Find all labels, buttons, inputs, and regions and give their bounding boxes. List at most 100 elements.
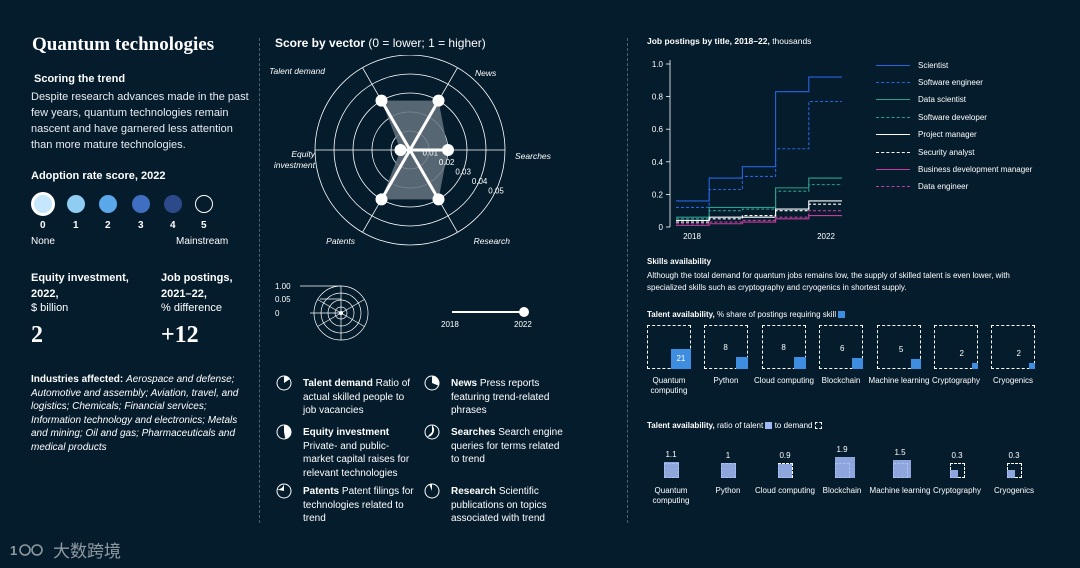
definition-term: Research [451,486,497,497]
ratio-value: 1.5 [894,447,906,457]
talent-share-title: Talent availability, [647,310,715,319]
ratio-value: 1.9 [836,445,848,455]
share-value: 2 [959,348,964,358]
radar-value-line [408,149,440,201]
legend-item: Software engineer [876,75,983,89]
legend-swatch [876,134,910,136]
ratio-value: 1 [725,451,731,460]
adoption-dot [99,195,117,213]
year-slider-handle[interactable] [519,307,529,317]
share-box-outline [991,325,1035,369]
ratio-value: 1.1 [665,450,677,460]
talent-fill [663,462,680,478]
radar-axis-label: Talent demand [270,66,325,76]
legend-swatch [876,186,910,188]
line-series [676,76,842,202]
definition-text: Research Scientific publications on topi… [451,485,569,526]
mini-scale-label: 0.05 [275,295,291,304]
vector-pie-icon [424,375,440,391]
definition-term: Equity investment [303,427,390,438]
talent-key-icon [765,422,773,430]
legend-label: Data scientist [918,95,967,105]
jobs-heading: Job postings, 2021–22, [161,272,233,300]
talent-fill [949,469,958,478]
legend-label: Project manager [918,130,977,140]
radar-value-point [432,94,445,107]
legend-item: Security analyst [876,145,974,159]
skill-label: Python [713,376,739,385]
share-value: 5 [898,345,904,355]
adoption-label: 3 [138,220,144,231]
vector-pie-icon [276,483,292,499]
talent-ratio-title: Talent availability, [647,421,715,430]
adoption-dot [164,195,182,213]
talent-ratio-note: ratio of talent [716,421,764,430]
share-box-fill [1028,362,1035,369]
equity-value: 2 [31,322,43,348]
skill-label: Quantum computing [652,486,690,505]
share-box-outline [934,325,978,369]
share-value: 21 [676,353,686,363]
ratio-value: 0.3 [951,451,963,460]
watermark-text: 大数跨境 [53,542,121,561]
skills-heading: Skills availability [647,257,712,266]
radar-value-line [408,99,440,151]
y-tick-label: 0.6 [652,125,664,134]
jobs-unit: % difference [161,302,222,314]
vector-heading: Score by vector (0 = lower; 1 = higher) [275,36,486,50]
skill-label: Cryogenics [993,486,1034,495]
share-box-outline [877,325,921,369]
demand-key-icon [814,422,822,430]
y-tick-label: 1.0 [652,60,664,69]
skill-label: Python [715,486,741,495]
radar-value-point [394,144,407,156]
watermark-logo-icon: 1 [10,543,43,558]
skill-label: Machine learning [869,486,931,495]
talent-share-key-icon [838,311,846,319]
share-value: 2 [1016,348,1021,358]
legend-item: Scientist [876,58,948,72]
radar-axis-label: Equity [291,149,315,159]
watermark: 1 大数跨境 [10,537,121,562]
industries: Industries affected: Aerospace and defen… [31,373,246,454]
adoption-dot [31,192,55,216]
y-tick-label: 0.4 [652,158,664,167]
legend-label: Software engineer [918,77,983,87]
x-tick-label: 2022 [817,232,835,241]
share-box-outline [704,325,748,369]
legend-item: Data scientist [876,93,966,107]
adoption-dot [132,195,150,213]
share-box-fill [911,359,921,369]
adoption-none: None [31,236,55,247]
radar-value-point [432,193,445,206]
radar-ring-label: 0.01 [422,149,438,158]
share-box-fill [793,356,806,369]
legend-swatch [876,151,910,153]
slider-start-label: 2018 [441,320,459,329]
legend-item: Project manager [876,128,977,142]
legend-swatch [876,116,910,118]
skill-label: Cryptography [932,486,982,495]
adoption-heading: Adoption rate score, 2022 [31,170,166,182]
scoring-text: Despite research advances made in the pa… [31,91,249,151]
legend-label: Business development manager [918,164,1033,174]
industries-label: Industries affected: [31,374,124,385]
adoption-label: 4 [170,220,176,231]
x-tick-label: 2018 [683,232,701,241]
radar-value-line [380,99,412,151]
skill-label: Cryptography [931,376,981,385]
definition-term: Searches [451,427,496,438]
radar-axis-label: Searches [515,151,552,161]
year-slider-track[interactable] [452,311,524,313]
talent-fill [720,463,736,478]
mini-scale-label: 1.00 [275,282,291,291]
job-postings-chart: Job postings by title, 2018–22, thousand… [647,36,842,241]
definition-desc: Patent filings for technologies related … [303,486,414,524]
scoring-heading: Scoring the trend [34,73,126,85]
definition-desc: Search engine queries for terms related … [451,427,563,465]
adoption-scale: 0 1 2 3 4 5 None Mainstream [31,192,241,252]
radar-chart: 0.010.020.030.040.05 Talent demand News Se… [270,55,552,246]
share-box-fill [735,356,748,369]
definition-term: News [451,378,478,389]
y-tick-label: 0.8 [652,93,664,102]
